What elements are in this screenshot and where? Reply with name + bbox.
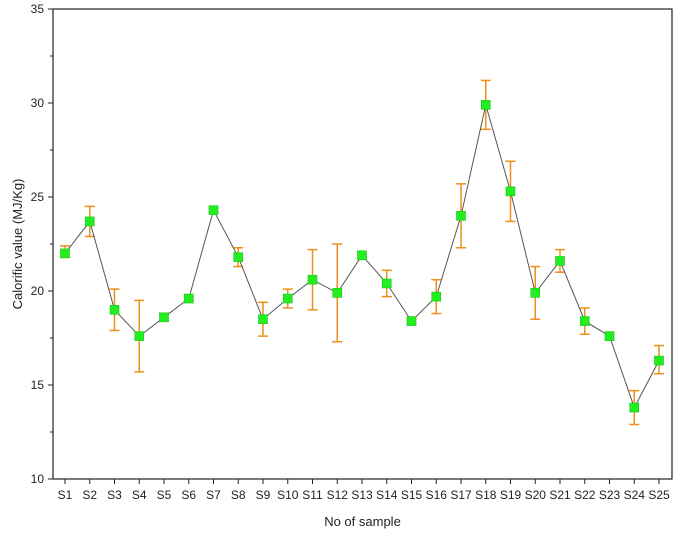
data-point: [60, 248, 70, 259]
x-tick-label: S6: [181, 488, 196, 502]
data-point: [530, 288, 541, 298]
x-tick-label: S2: [82, 488, 97, 502]
data-point: [134, 331, 145, 341]
data-point: [629, 402, 640, 413]
y-tick-label: 15: [31, 378, 45, 392]
y-tick-label: 35: [31, 2, 45, 16]
x-tick-label: S9: [256, 488, 271, 502]
data-point: [480, 100, 491, 110]
x-tick-label: S22: [574, 488, 596, 502]
x-tick-label: S20: [525, 488, 547, 502]
data-point: [456, 211, 466, 221]
x-tick-label: S19: [500, 488, 522, 502]
data-point: [406, 316, 417, 326]
data-point: [208, 205, 219, 215]
x-tick-label: S3: [107, 488, 122, 502]
data-point: [109, 304, 120, 315]
data-point: [282, 293, 293, 304]
x-tick-label: S12: [327, 488, 349, 502]
plot-frame: [52, 8, 673, 480]
x-tick-label: S13: [351, 488, 373, 502]
y-tick-label: 25: [31, 190, 45, 204]
y-axis-label: Calorific value (MJ/Kg): [10, 179, 25, 310]
y-tick-label: 30: [31, 96, 45, 110]
x-tick-label: S4: [132, 488, 147, 502]
data-point: [505, 186, 516, 197]
x-tick-label: S23: [599, 488, 621, 502]
x-tick-label: S18: [475, 488, 497, 502]
x-tick-label: S21: [549, 488, 571, 502]
x-tick-label: S15: [401, 488, 423, 502]
x-tick-label: S8: [231, 488, 246, 502]
data-point: [258, 314, 268, 325]
data-point: [233, 252, 244, 262]
data-point: [579, 316, 590, 326]
data-point: [159, 312, 169, 323]
markers: [60, 100, 664, 413]
x-tick-label: S11: [302, 488, 323, 502]
x-tick-label: S7: [206, 488, 221, 502]
x-tick-label: S14: [376, 488, 398, 502]
data-point: [357, 250, 367, 261]
axes: [48, 8, 673, 484]
data-point: [307, 274, 318, 285]
x-tick-label: S1: [58, 488, 73, 502]
data-point: [555, 256, 565, 266]
data-point: [654, 355, 664, 366]
data-point: [84, 216, 95, 227]
y-tick-label: 20: [31, 284, 45, 298]
data-point: [183, 293, 194, 304]
x-tick-label: S16: [426, 488, 448, 502]
x-tick-label: S25: [648, 488, 670, 502]
x-axis-label: No of sample: [324, 514, 401, 529]
data-point: [381, 278, 392, 289]
data-point: [431, 291, 442, 302]
y-tick-label: 10: [31, 472, 45, 486]
data-point: [332, 288, 343, 298]
x-tick-label: S5: [157, 488, 172, 502]
data-point: [604, 331, 615, 341]
x-tick-label: S24: [624, 488, 646, 502]
x-tick-label: S17: [450, 488, 472, 502]
x-tick-label: S10: [277, 488, 299, 502]
